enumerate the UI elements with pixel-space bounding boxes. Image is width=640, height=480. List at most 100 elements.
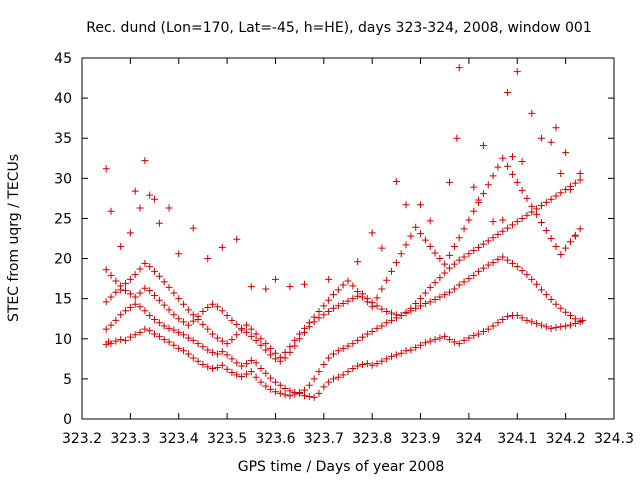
data-point <box>446 336 454 344</box>
data-point <box>117 311 125 319</box>
data-point <box>141 259 149 267</box>
data-point <box>300 324 308 332</box>
data-point <box>489 172 497 180</box>
data-point <box>373 302 381 310</box>
data-point <box>267 344 275 352</box>
data-point <box>504 256 512 264</box>
data-point <box>122 336 130 344</box>
data-point <box>484 181 492 189</box>
data-point <box>349 282 357 290</box>
data-point <box>213 303 221 311</box>
data-point <box>131 187 139 195</box>
x-tick-label: 324.2 <box>546 431 586 447</box>
x-tick-label: 323.7 <box>304 431 344 447</box>
data-point <box>576 170 584 178</box>
data-point <box>228 316 236 324</box>
data-point <box>508 221 516 229</box>
data-point <box>209 330 217 338</box>
data-point <box>146 287 154 295</box>
data-point <box>407 304 415 312</box>
data-point <box>199 308 207 316</box>
data-point <box>286 343 294 351</box>
data-point <box>344 368 352 376</box>
data-point <box>126 229 134 237</box>
data-point <box>228 355 236 363</box>
data-point <box>455 340 463 348</box>
data-point <box>300 386 308 394</box>
data-point <box>194 316 202 324</box>
data-point <box>504 162 512 170</box>
data-point <box>339 299 347 307</box>
data-point <box>189 336 197 344</box>
data-point <box>126 303 134 311</box>
data-point <box>547 195 555 203</box>
data-point <box>460 253 468 261</box>
data-point <box>431 295 439 303</box>
data-point <box>417 201 425 209</box>
data-point <box>499 154 507 162</box>
data-point <box>305 393 313 401</box>
data-point <box>373 360 381 368</box>
data-point <box>165 306 173 314</box>
data-point <box>209 364 217 372</box>
data-point <box>359 293 367 301</box>
data-point <box>354 258 362 266</box>
data-point <box>446 178 454 186</box>
data-point <box>533 320 541 328</box>
data-point <box>436 334 444 342</box>
data-point <box>363 360 371 368</box>
y-tick-label: 0 <box>63 412 72 428</box>
data-point <box>407 346 415 354</box>
data-point <box>305 319 313 327</box>
data-point <box>426 243 434 251</box>
plot-frame <box>81 57 615 420</box>
data-point <box>315 389 323 397</box>
data-point <box>417 341 425 349</box>
data-point <box>426 337 434 345</box>
data-point <box>513 263 521 271</box>
x-tick-label: 323.9 <box>400 431 440 447</box>
data-point <box>228 336 236 344</box>
data-point <box>368 361 376 369</box>
data-point <box>329 350 337 358</box>
data-point <box>175 250 183 258</box>
data-point <box>378 285 386 293</box>
data-point <box>465 334 473 342</box>
data-point <box>165 204 173 212</box>
data-point <box>460 336 468 344</box>
data-point <box>383 308 391 316</box>
data-point <box>204 346 212 354</box>
data-point <box>533 210 541 218</box>
data-point <box>180 331 188 339</box>
data-point <box>136 303 144 311</box>
data-point <box>518 314 526 322</box>
data-point <box>513 178 521 186</box>
data-point <box>489 322 497 330</box>
data-point <box>112 316 120 324</box>
data-point <box>489 234 497 242</box>
data-point <box>271 378 279 386</box>
data-point <box>112 288 120 296</box>
data-point <box>508 153 516 161</box>
data-point <box>499 253 507 261</box>
data-point <box>213 350 221 358</box>
data-point <box>262 346 270 354</box>
data-point <box>146 263 154 271</box>
data-point <box>388 352 396 360</box>
data-point <box>508 259 516 267</box>
data-point <box>354 336 362 344</box>
data-point <box>175 295 183 303</box>
data-point <box>359 360 367 368</box>
data-point <box>431 336 439 344</box>
data-point <box>252 373 260 381</box>
data-point <box>436 255 444 263</box>
data-point <box>146 327 154 335</box>
data-point <box>175 344 183 352</box>
data-point <box>421 289 429 297</box>
data-point <box>470 183 478 191</box>
data-point <box>180 318 188 326</box>
data-point <box>131 331 139 339</box>
data-point <box>286 387 294 395</box>
data-point <box>441 260 449 268</box>
data-point <box>523 194 531 202</box>
